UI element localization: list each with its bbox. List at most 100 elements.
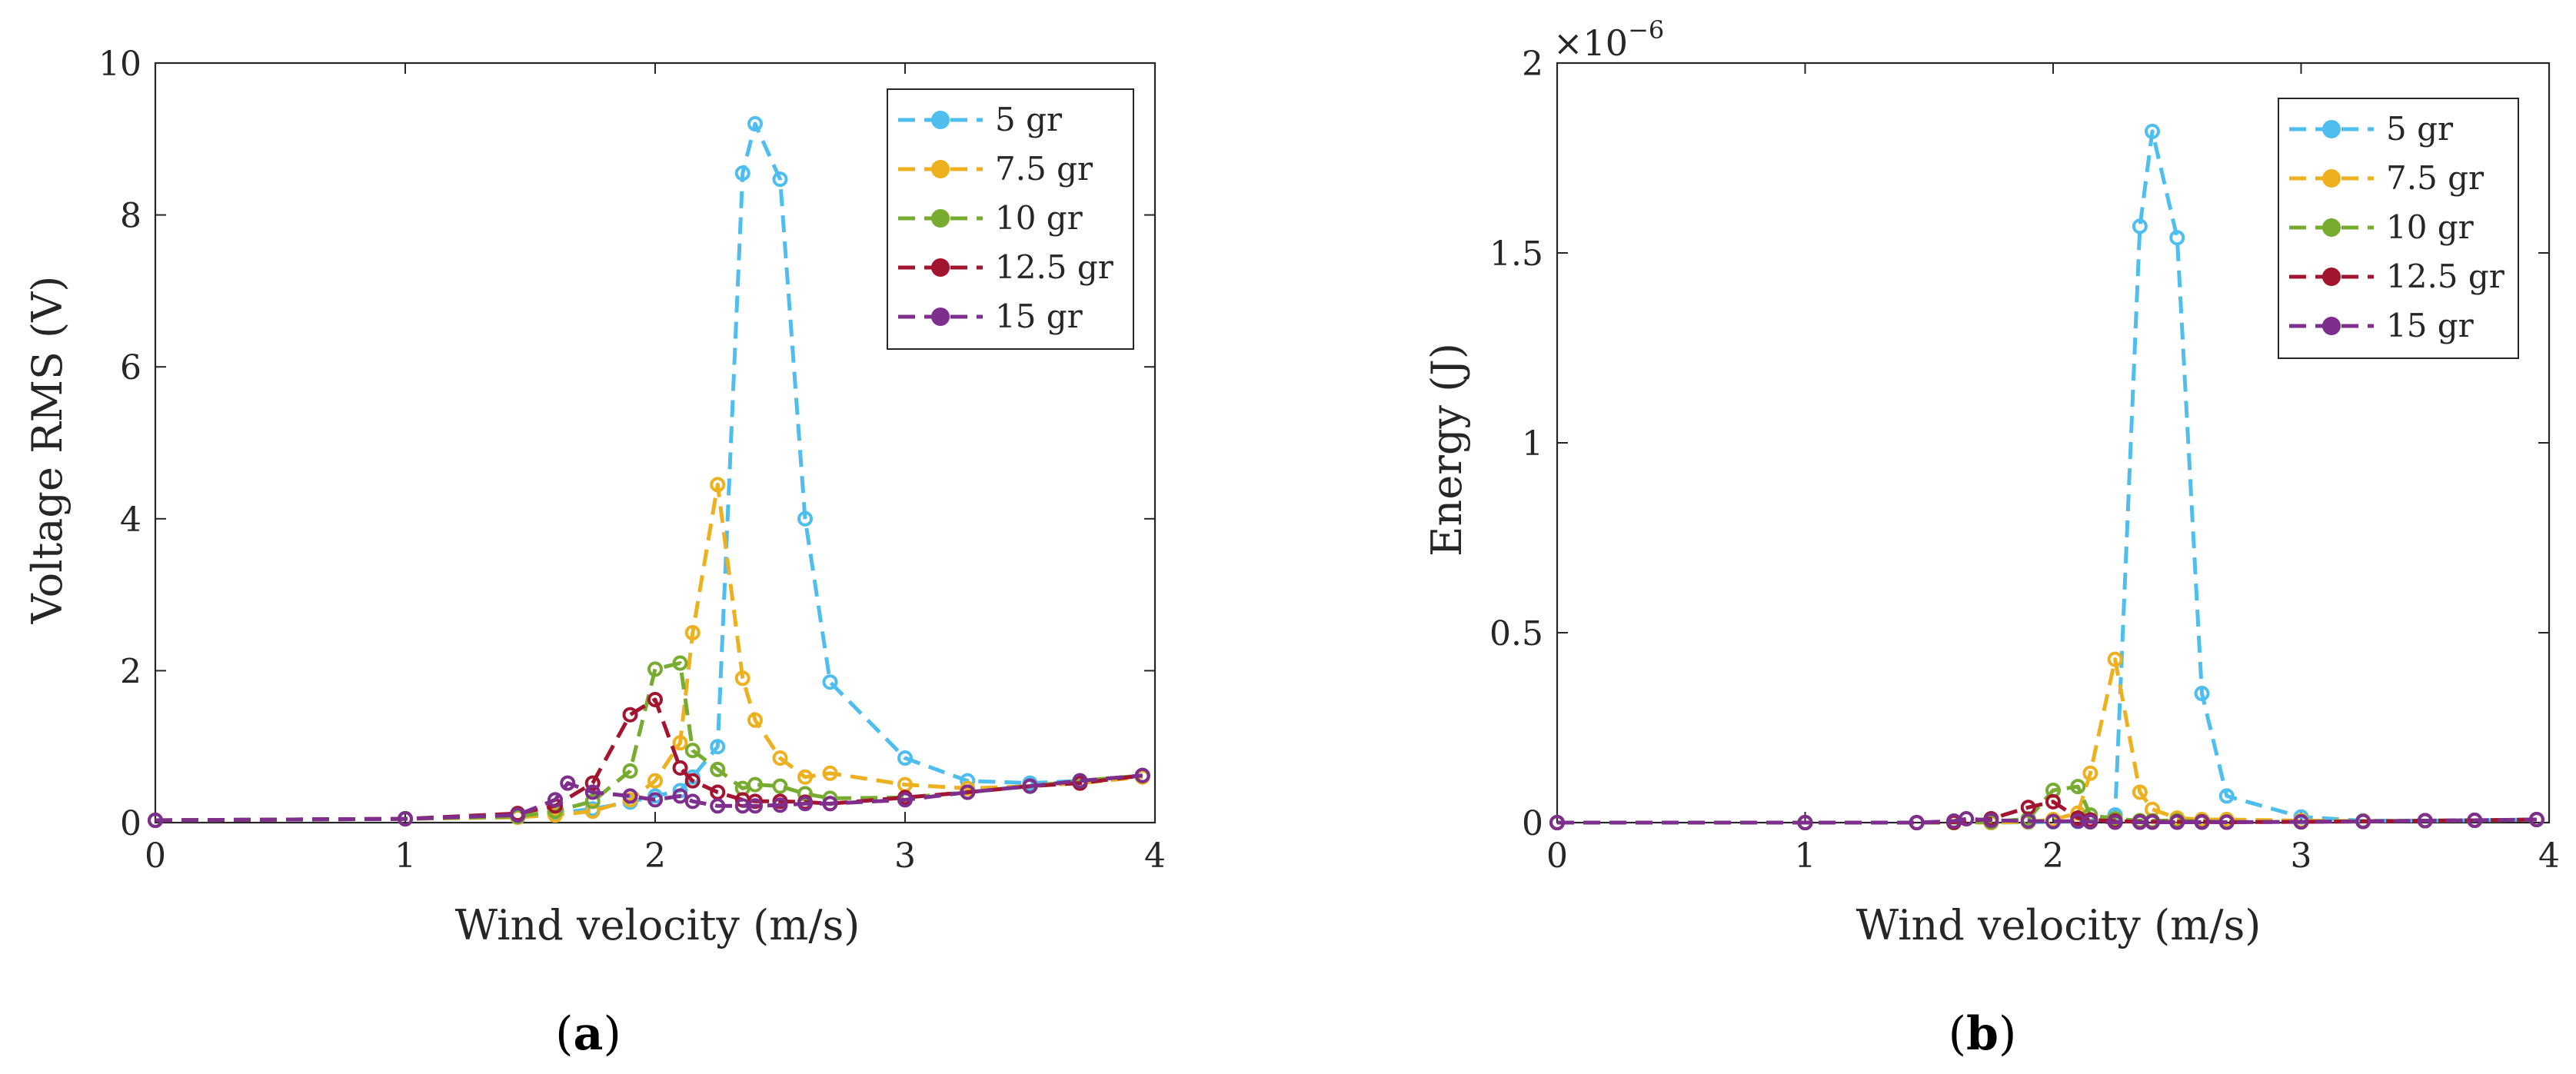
legend-marker <box>2322 120 2341 138</box>
y-tick-label: 0 <box>120 804 141 843</box>
data-point <box>647 792 663 808</box>
legend-entry: 5 gr <box>995 101 1063 138</box>
data-point <box>2132 784 2148 800</box>
panel-label-b: (b) <box>1949 1007 2017 1061</box>
data-point <box>2020 813 2036 830</box>
data-point <box>1022 778 1038 794</box>
panel-label-a: (a) <box>555 1007 621 1061</box>
data-point <box>547 792 563 808</box>
y-tick-label: 6 <box>120 348 141 387</box>
data-point <box>1909 815 1925 830</box>
data-point <box>772 750 788 766</box>
data-point <box>747 116 763 132</box>
data-point <box>772 171 788 188</box>
series-7-5-gr <box>148 477 1150 829</box>
x-tick-label: 4 <box>2538 836 2560 876</box>
data-point <box>797 769 813 785</box>
legend-entry: 10 gr <box>995 199 1083 237</box>
data-point <box>148 813 163 829</box>
legend-marker <box>931 111 950 129</box>
series-15-gr <box>1549 811 2544 830</box>
x-tick-label: 4 <box>1144 836 1166 876</box>
data-point <box>822 674 838 690</box>
data-point <box>2070 779 2086 795</box>
data-point <box>584 775 601 791</box>
data-point <box>747 712 763 728</box>
x-tick-label: 3 <box>2291 836 2312 876</box>
x-tick-label: 1 <box>1795 836 1816 876</box>
data-point <box>1959 811 1975 827</box>
y-tick-label: 1.5 <box>1489 234 1543 274</box>
data-point <box>2169 230 2185 246</box>
data-point <box>1134 767 1150 783</box>
x-axis-label-a: Wind velocity (m/s) <box>455 901 860 949</box>
data-point <box>2194 686 2210 702</box>
y-tick-label: 10 <box>98 45 141 84</box>
data-point <box>672 760 688 776</box>
legend-entry: 15 gr <box>2386 307 2474 344</box>
x-tick-label: 0 <box>1546 836 1568 876</box>
data-point <box>584 803 601 820</box>
data-point <box>2528 812 2544 828</box>
data-point <box>710 739 726 755</box>
legend-entry: 10 gr <box>2386 208 2474 246</box>
data-point <box>710 761 726 777</box>
data-point <box>2082 765 2098 781</box>
y-tick-label: 1 <box>1522 424 1543 464</box>
data-point <box>797 796 813 812</box>
data-point <box>897 750 913 766</box>
series-12-5-gr <box>148 691 1150 829</box>
data-point <box>584 793 601 810</box>
y-multiplier-exponent: −6 <box>1628 15 1664 45</box>
legend-entry: 15 gr <box>995 298 1083 335</box>
data-point <box>1797 815 1813 830</box>
legend-marker <box>931 160 950 178</box>
data-point <box>647 661 663 677</box>
data-point <box>747 798 763 814</box>
data-point <box>2132 218 2148 234</box>
legend-entry: 12.5 gr <box>2386 258 2505 295</box>
chart-panel-b: 0 1 2 3 4 0 0.5 1 1.5 2 5 gr 7.5 gr 10 gr 12.5 gr 15 g… <box>1423 15 2560 1061</box>
data-point <box>672 655 688 671</box>
data-point <box>622 707 638 723</box>
data-point <box>622 788 638 804</box>
data-point <box>2107 651 2123 667</box>
y-tick-label: 2 <box>1522 45 1543 84</box>
y-tick-label: 0.5 <box>1489 614 1543 653</box>
y-axis-label-b: Energy (J) <box>1423 343 1471 557</box>
x-tick-label: 0 <box>145 836 166 876</box>
data-point <box>684 625 701 640</box>
data-point <box>710 798 726 814</box>
x-tick-label: 2 <box>2042 836 2064 876</box>
series-15-gr <box>148 767 1150 829</box>
data-point <box>1549 815 1565 830</box>
data-point <box>2467 813 2483 829</box>
legend-marker <box>931 258 950 277</box>
y-multiplier-base: ×10 <box>1553 22 1628 64</box>
data-point <box>2194 814 2210 830</box>
data-point <box>897 792 913 808</box>
x-tick-label: 1 <box>394 836 416 876</box>
legend-marker <box>931 209 950 228</box>
y-tick-label: 0 <box>1522 804 1543 843</box>
data-point <box>647 773 663 789</box>
panel-letter-a: a <box>574 1007 604 1061</box>
series-line <box>1557 816 2537 825</box>
legend-entry: 7.5 gr <box>995 150 1093 188</box>
x-axis-label-b: Wind velocity (m/s) <box>1856 901 2261 949</box>
data-point <box>510 807 526 823</box>
data-point <box>2045 813 2061 830</box>
data-point <box>960 784 976 800</box>
legend-entry: 5 gr <box>2386 110 2454 148</box>
data-point <box>398 811 413 827</box>
series-line <box>155 482 1143 823</box>
data-point <box>2145 123 2160 139</box>
data-point <box>772 797 788 813</box>
data-point <box>2045 793 2061 810</box>
legend-marker <box>2322 218 2341 237</box>
legend-entry: 12.5 gr <box>995 248 1114 286</box>
plot-area-b: 0 1 2 3 4 0 0.5 1 1.5 2 5 gr 7.5 gr 10 gr 12.5 gr 15 g… <box>1489 45 2560 876</box>
legend: 5 gr 7.5 gr 10 gr 12.5 gr 15 gr <box>2278 98 2519 359</box>
